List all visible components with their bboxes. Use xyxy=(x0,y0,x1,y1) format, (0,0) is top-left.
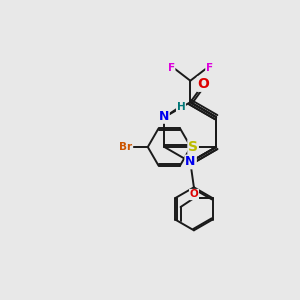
Text: S: S xyxy=(188,140,198,154)
Text: O: O xyxy=(197,77,209,91)
Text: Br: Br xyxy=(119,142,133,152)
Text: F: F xyxy=(206,63,213,73)
Text: N: N xyxy=(186,155,196,168)
Text: N: N xyxy=(185,155,196,168)
Text: H: H xyxy=(177,102,185,112)
Text: N: N xyxy=(159,110,169,123)
Text: O: O xyxy=(190,190,198,200)
Text: F: F xyxy=(168,63,175,73)
